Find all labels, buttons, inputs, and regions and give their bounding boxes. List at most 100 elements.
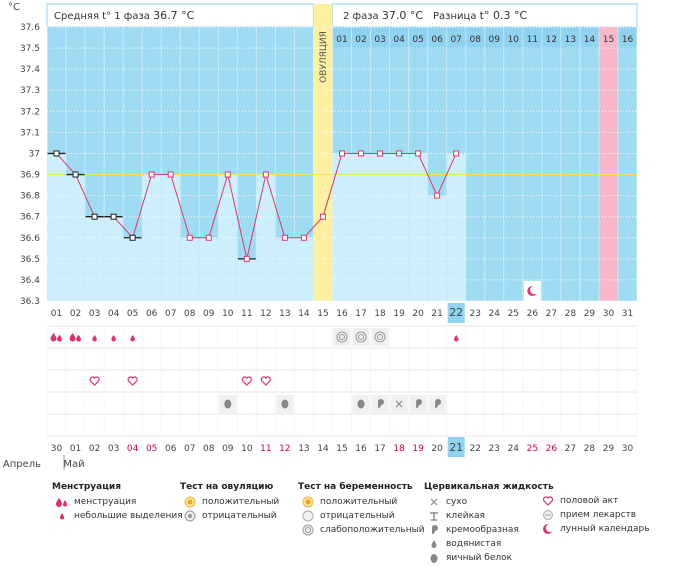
calendar-date-label: 22	[469, 444, 480, 454]
cycle-day-label: 22	[449, 306, 463, 319]
temperature-bar	[428, 195, 447, 301]
ring-icon	[302, 510, 314, 522]
temperature-bar	[256, 174, 275, 301]
legend-label: небольшие выделения	[74, 511, 183, 521]
legend-cervical: Цервикальная жидкость сухо клейкая кремо…	[424, 480, 554, 565]
cycle-day-label: 21	[431, 309, 442, 319]
calendar-date-label: 28	[584, 444, 596, 454]
y-tick-label: 36.6	[20, 234, 40, 244]
y-tick-label: 37.6	[20, 23, 40, 33]
temperature-bar	[85, 216, 104, 301]
legend-label: прием лекарств	[560, 510, 637, 520]
legend-label: менструация	[74, 497, 137, 507]
spotting-icon	[111, 335, 116, 342]
y-tick-label: 37.5	[20, 44, 40, 54]
legend-item-eggwhite: яичный белок	[424, 551, 554, 565]
cycle-day-label: 31	[622, 309, 633, 319]
month-label: Май	[63, 459, 84, 470]
y-tick-label: 37.3	[20, 86, 40, 96]
calendar-date-label: 29	[603, 444, 615, 454]
cycle-day-label: 06	[146, 309, 158, 319]
y-tick-label: 36.3	[20, 297, 40, 307]
temperature-bar	[390, 153, 409, 301]
legend-label: положительный	[202, 497, 280, 507]
calendar-date-label: 26	[546, 444, 558, 454]
temperature-point	[243, 255, 250, 262]
calendar-date-label: 09	[222, 444, 234, 454]
legend-pregnancy-test: Тест на беременность положительный отриц…	[298, 480, 425, 537]
temperature-line	[56, 152, 457, 259]
phase2-day-label: 03	[374, 35, 385, 45]
cycle-day-label: 01	[51, 309, 62, 319]
calendar-date-label: 15	[336, 444, 347, 454]
highlight-column	[598, 27, 618, 301]
heart-icon	[241, 376, 252, 386]
calendar-date-label: 30	[622, 444, 634, 454]
calendar-date-label: 11	[260, 444, 271, 454]
legend-label: половой акт	[560, 496, 619, 506]
bbt-chart: °C ОВУЛЯЦИЯ 36.3 36.4 36.5 36.6 36.7 36.8 36.9 37…	[3, 2, 638, 470]
phase2-day-label: 13	[565, 35, 576, 45]
temperature-bar	[199, 237, 218, 301]
legend-ovulation-test: Тест на овуляцию положительный отрицател…	[180, 480, 279, 523]
temperature-bar	[237, 258, 256, 301]
temperature-bar	[294, 237, 313, 301]
phase2-day-label: 07	[450, 35, 461, 45]
temperature-point	[205, 234, 212, 241]
cycle-day-label: 04	[108, 309, 120, 319]
cycle-day-label: 19	[393, 309, 405, 319]
calendar-date-label: 10	[241, 444, 253, 454]
temperature-point	[262, 171, 269, 178]
pregnancy-weak-icon-inner	[377, 334, 384, 340]
temperature-point	[396, 150, 403, 157]
menstruation-icon	[50, 333, 57, 342]
cycle-day-label: 05	[127, 309, 138, 319]
y-tick-label: 36.7	[20, 213, 40, 223]
phase2-day-label: 05	[412, 35, 423, 45]
y-tick-label: 36.5	[20, 255, 40, 265]
legend-ovulation-title: Тест на овуляцию	[180, 482, 274, 492]
y-tick-label: 36.8	[20, 192, 40, 202]
creamy-icon	[416, 399, 422, 408]
creamy-icon	[435, 399, 441, 408]
pregnancy-weak-icon-inner	[339, 334, 345, 340]
temperature-bar	[47, 153, 66, 301]
y-tick-label: 37.4	[20, 65, 40, 75]
legend-item-preg-weak: слабоположительный	[298, 523, 425, 537]
legend-item-moon: лунный календарь	[538, 522, 650, 536]
temperature-point	[358, 150, 365, 157]
cycle-day-label: 08	[184, 309, 196, 319]
calendar-date-label: 08	[203, 444, 215, 454]
temperature-bar	[313, 216, 332, 301]
legend-menstruation: Менструация менструация небольшие выделе…	[52, 480, 183, 523]
temperature-bar	[332, 153, 352, 301]
phase2-day-label: 06	[431, 35, 443, 45]
legend-other: половой акт прием лекарств лунный календ…	[538, 494, 650, 536]
temperature-point	[434, 192, 441, 199]
moon-icon-mask	[530, 285, 539, 295]
temperature-bar	[275, 237, 294, 301]
calendar-date-label: 04	[127, 444, 139, 454]
calendar-date-label: 18	[393, 444, 405, 454]
drops-icon	[56, 498, 67, 507]
heart-icon	[260, 376, 271, 386]
y-tick-label: 36.4	[20, 276, 40, 286]
calendar-date-label: 07	[184, 444, 195, 454]
calendar-current-highlight	[447, 437, 465, 457]
heart-icon	[89, 376, 100, 386]
heart-icon	[542, 496, 554, 506]
phase2-summary: 2 фаза 37.0 °C	[343, 9, 423, 22]
spiral-icon	[302, 524, 314, 536]
temperature-point	[91, 213, 98, 220]
legend-label: клейкая	[446, 511, 485, 521]
cycle-day-label: 16	[336, 309, 348, 319]
calendar-date-label: 21	[449, 441, 463, 454]
calendar-date-label: 27	[565, 444, 576, 454]
cycle-day-label: 14	[298, 309, 310, 319]
calendar-date-label: 20	[431, 444, 443, 454]
pregnancy-weak-icon-inner	[358, 334, 365, 340]
temperature-point	[53, 150, 60, 157]
egg-white-icon	[357, 399, 365, 409]
moon-icon	[543, 523, 555, 534]
cycle-day-label: 18	[374, 309, 386, 319]
